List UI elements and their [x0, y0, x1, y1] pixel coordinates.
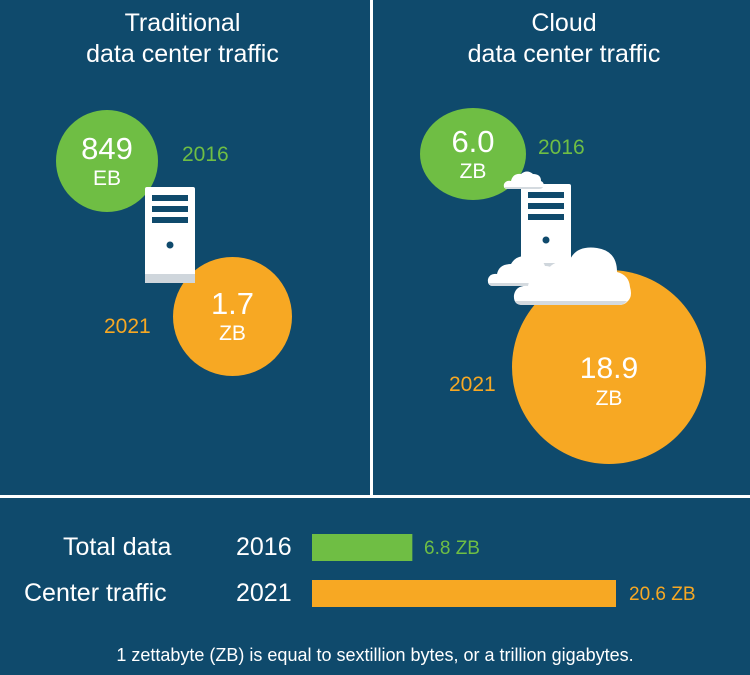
traditional-title: Traditional data center traffic	[0, 8, 365, 70]
cloud-icon	[513, 247, 631, 305]
cloud-title-line2: data center traffic	[467, 40, 661, 68]
cloud-2021-value: 18.9	[579, 351, 639, 385]
cloud-2021-year: 2021	[449, 373, 496, 396]
bar-value-2016: 6.8 ZB	[424, 538, 480, 559]
cloud-2016-unit: ZB	[459, 159, 487, 183]
footnote: 1 zettabyte (ZB) is equal to sextillion …	[116, 645, 634, 665]
traditional-title-line2: data center traffic	[86, 40, 279, 68]
cloud-2021-unit: ZB	[595, 386, 623, 410]
bar-year-2021: 2021	[236, 579, 292, 607]
bar-value-2021: 20.6 ZB	[629, 584, 696, 605]
panel-divider-horizontal	[0, 495, 750, 498]
server-icon	[145, 187, 195, 283]
traditional-2016-bubble: 849 EB	[56, 110, 158, 212]
traditional-2021-year: 2021	[104, 315, 151, 338]
bar-label-center: Center traffic	[24, 579, 167, 607]
bar-2016	[312, 534, 413, 561]
cloud-2016-year: 2016	[538, 136, 585, 159]
cloud-icon	[503, 171, 544, 189]
bar-2021	[312, 580, 616, 607]
bar-label-total: Total data	[63, 533, 172, 561]
traditional-2021-value: 1.7	[210, 286, 255, 321]
cloud-title: Cloud data center traffic	[378, 8, 750, 70]
traditional-2021-unit: ZB	[219, 322, 246, 345]
traditional-2016-year: 2016	[182, 143, 229, 166]
bar-year-2016: 2016	[236, 533, 292, 561]
panel-divider-vertical	[370, 0, 373, 497]
cloud-title-line1: Cloud	[531, 9, 597, 37]
traditional-2016-value: 849	[81, 130, 133, 166]
cloud-2016-value: 6.0	[451, 123, 495, 159]
traditional-2016-unit: EB	[92, 166, 121, 190]
traditional-title-line1: Traditional	[124, 9, 241, 37]
